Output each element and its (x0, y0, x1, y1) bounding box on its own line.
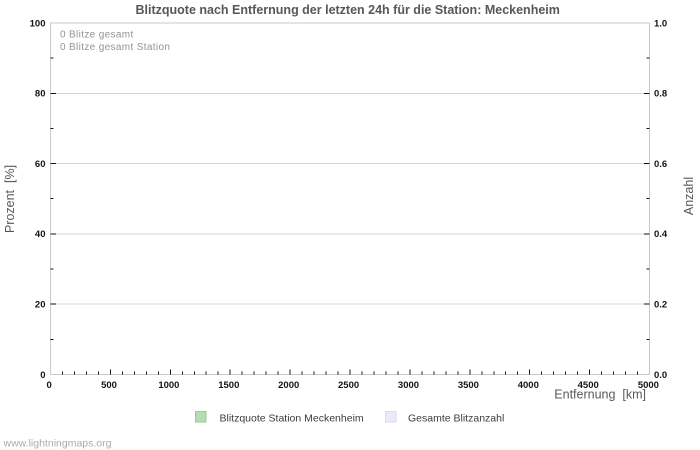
svg-text:www.lightningmaps.org: www.lightningmaps.org (3, 438, 112, 450)
svg-text:Anzahl: Anzahl (682, 177, 696, 215)
svg-text:1.0: 1.0 (654, 18, 667, 29)
svg-text:5000: 5000 (638, 380, 659, 391)
svg-text:80: 80 (35, 89, 46, 100)
svg-text:4000: 4000 (518, 380, 539, 391)
svg-text:3000: 3000 (398, 380, 419, 391)
svg-text:60: 60 (35, 159, 46, 170)
svg-text:0.8: 0.8 (654, 89, 667, 100)
svg-text:0.6: 0.6 (654, 159, 667, 170)
svg-text:0.4: 0.4 (654, 229, 668, 240)
svg-text:Prozent [%]: Prozent [%] (3, 165, 17, 233)
svg-text:0 Blitze gesamt: 0 Blitze gesamt (60, 30, 134, 41)
svg-text:1500: 1500 (218, 380, 239, 391)
svg-text:0.0: 0.0 (654, 370, 667, 381)
svg-text:2500: 2500 (338, 380, 359, 391)
svg-text:Entfernung [km]: Entfernung [km] (554, 388, 646, 402)
svg-text:Blitzquote nach Entfernung der: Blitzquote nach Entfernung der letzten 2… (136, 3, 560, 17)
svg-text:0.2: 0.2 (654, 300, 667, 311)
svg-text:40: 40 (35, 229, 46, 240)
svg-text:500: 500 (101, 380, 117, 391)
svg-text:Gesamte Blitzanzahl: Gesamte Blitzanzahl (408, 413, 504, 425)
svg-text:3500: 3500 (458, 380, 479, 391)
svg-text:4500: 4500 (578, 380, 599, 391)
svg-text:0: 0 (40, 370, 45, 381)
svg-text:2000: 2000 (278, 380, 299, 391)
svg-text:Blitzquote Station Meckenheim: Blitzquote Station Meckenheim (220, 413, 364, 425)
svg-text:100: 100 (30, 18, 46, 29)
svg-text:0: 0 (46, 380, 51, 391)
svg-text:1000: 1000 (158, 380, 179, 391)
svg-text:20: 20 (35, 300, 46, 311)
svg-text:0 Blitze gesamt Station: 0 Blitze gesamt Station (60, 42, 170, 53)
